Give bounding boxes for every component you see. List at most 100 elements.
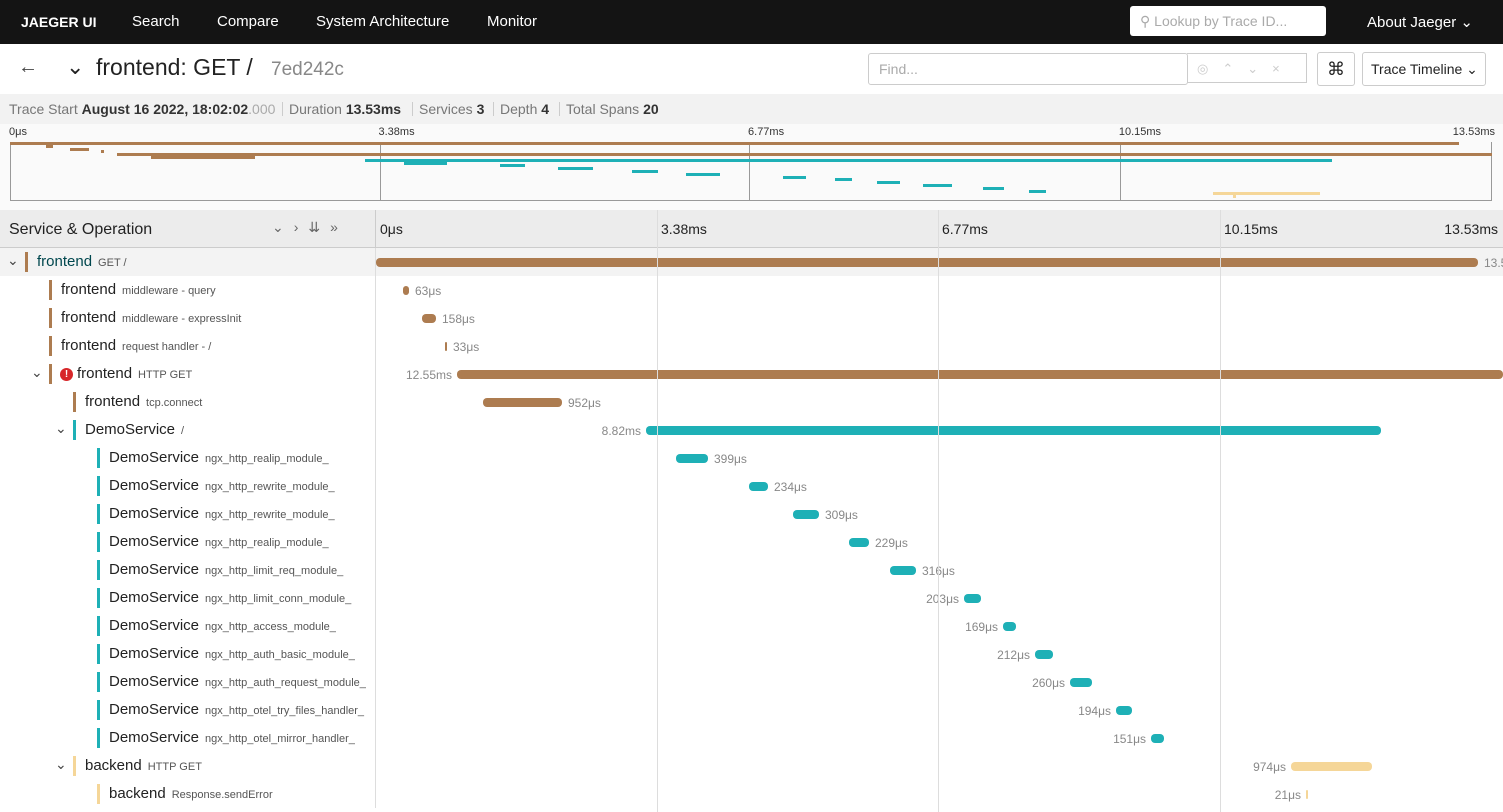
operation-name: ngx_http_rewrite_module_	[205, 509, 335, 521]
expand-controls[interactable]: ⌄›⇊»	[272, 219, 348, 235]
span-label: frontend tcp.connect	[85, 393, 202, 410]
duration-label: 309μs	[825, 508, 858, 522]
span-name-cell: frontend middleware - expressInit	[0, 304, 376, 332]
about-label: About Jaeger	[1367, 14, 1457, 31]
collapse-toggle[interactable]: ⌄	[66, 54, 85, 79]
span-bar[interactable]	[1151, 734, 1164, 743]
span-bar[interactable]	[646, 426, 1381, 435]
span-row[interactable]: DemoService ngx_http_rewrite_module_ 234μs	[0, 472, 1503, 500]
span-bar[interactable]	[1070, 678, 1092, 687]
span-row[interactable]: ⌄! frontend HTTP GET 12.55ms	[0, 360, 1503, 388]
separator	[282, 102, 283, 116]
duration-label: 8.82ms	[601, 424, 641, 438]
minimap-tick-label: 0μs	[9, 126, 27, 138]
span-label: DemoService ngx_http_realip_module_	[109, 449, 329, 466]
minimap-tick-label: 3.38ms	[378, 126, 415, 138]
span-row[interactable]: DemoService ngx_http_otel_try_files_handl…	[0, 696, 1503, 724]
find-input[interactable]: Find...	[868, 53, 1188, 85]
operation-name: ngx_http_realip_module_	[205, 537, 329, 549]
service-color	[97, 504, 100, 524]
toggle[interactable]: ⌄	[55, 756, 67, 772]
nav-item[interactable]: Search	[132, 13, 180, 30]
span-row[interactable]: DemoService ngx_http_realip_module_ 229μs	[0, 528, 1503, 556]
span-row[interactable]: backend Response.sendError 21μs	[0, 780, 1503, 808]
toggle[interactable]: ⌄	[55, 420, 67, 436]
info-label: Depth	[500, 101, 538, 117]
span-bar[interactable]	[749, 482, 768, 491]
span-label: DemoService ngx_http_rewrite_module_	[109, 477, 335, 494]
find-controls[interactable]: ◎⌃⌄×	[1187, 53, 1307, 83]
operation-name: ngx_http_realip_module_	[205, 453, 329, 465]
shortcuts-button[interactable]: ⌘	[1317, 52, 1355, 86]
service-color	[97, 476, 100, 496]
service-color	[97, 616, 100, 636]
span-bar[interactable]	[1035, 650, 1053, 659]
span-bar[interactable]	[376, 258, 1478, 267]
span-row[interactable]: DemoService ngx_http_rewrite_module_ 309μs	[0, 500, 1503, 528]
span-row[interactable]: ⌄ backend HTTP GET 974μs	[0, 752, 1503, 780]
minimap-span	[834, 178, 852, 182]
about-menu[interactable]: About Jaeger ⌄	[1367, 14, 1473, 31]
service-name: DemoService	[109, 729, 200, 746]
span-bar[interactable]	[483, 398, 562, 407]
toggle[interactable]: ⌄	[7, 252, 19, 268]
service-name: DemoService	[109, 533, 200, 550]
service-name: backend	[85, 757, 142, 774]
span-bar[interactable]	[403, 286, 409, 295]
trace-lookup[interactable]: ⚲ Lookup by Trace ID...	[1130, 6, 1326, 36]
span-row[interactable]: frontend middleware - query 63μs	[0, 276, 1503, 304]
span-row[interactable]: DemoService ngx_http_access_module_ 169μs	[0, 612, 1503, 640]
view-select[interactable]: Trace Timeline ⌄	[1362, 52, 1486, 86]
span-bar[interactable]	[964, 594, 981, 603]
span-label: DemoService ngx_http_auth_basic_module_	[109, 645, 355, 662]
span-name-cell: ⌄ frontend GET /	[0, 248, 376, 276]
span-row[interactable]: DemoService ngx_http_otel_mirror_handler_…	[0, 724, 1503, 752]
error-icon: !	[60, 368, 73, 381]
nav-item[interactable]: Compare	[217, 13, 279, 30]
span-bar[interactable]	[890, 566, 916, 575]
span-label: DemoService ngx_http_limit_conn_module_	[109, 589, 351, 606]
operation-name: GET /	[98, 257, 127, 269]
info-value: August 16 2022, 18:02:02	[81, 101, 249, 117]
service-name: frontend	[61, 337, 117, 354]
nav-item[interactable]: System Architecture	[316, 13, 450, 30]
span-label: DemoService ngx_http_access_module_	[109, 617, 336, 634]
minimap-span	[100, 150, 104, 154]
span-label: frontend HTTP GET	[77, 365, 192, 382]
span-row[interactable]: DemoService ngx_http_realip_module_ 399μs	[0, 444, 1503, 472]
span-row[interactable]: ⌄ DemoService / 8.82ms	[0, 416, 1503, 444]
toggle[interactable]: ⌄	[31, 364, 43, 380]
minimap-span	[116, 153, 1492, 157]
info-field: Duration 13.53ms	[289, 94, 401, 124]
nav-item[interactable]: Monitor	[487, 13, 538, 30]
span-row[interactable]: ⌄ frontend GET / 13.53ms	[0, 248, 1503, 276]
span-bar[interactable]	[849, 538, 869, 547]
span-bar[interactable]	[422, 314, 436, 323]
span-bar[interactable]	[1306, 790, 1308, 799]
operation-name: ngx_http_otel_mirror_handler_	[205, 733, 355, 745]
span-row[interactable]: DemoServicengx_http_limit_req_module_316…	[0, 556, 1503, 584]
span-row[interactable]: DemoService ngx_http_limit_conn_module_ 20…	[0, 584, 1503, 612]
duration-label: 63μs	[415, 284, 442, 298]
minimap-span	[631, 170, 659, 173]
minimap-span	[685, 172, 721, 176]
span-bar[interactable]	[1116, 706, 1132, 715]
span-bar[interactable]	[1003, 622, 1016, 631]
span-row[interactable]: frontend request handler - / 33μs	[0, 332, 1503, 360]
span-bar[interactable]	[676, 454, 708, 463]
span-row[interactable]: frontend tcp.connect 952μs	[0, 388, 1503, 416]
span-bar[interactable]	[793, 510, 819, 519]
minimap-span	[404, 161, 447, 165]
span-bar[interactable]	[1291, 762, 1372, 771]
back-button[interactable]: ←	[18, 56, 38, 78]
brand[interactable]: JAEGER UI	[21, 14, 97, 30]
span-bar[interactable]	[445, 342, 447, 351]
duration-label: 260μs	[1032, 676, 1065, 690]
lookup-placeholder: Lookup by Trace ID...	[1154, 13, 1288, 29]
span-bar[interactable]	[457, 370, 1503, 379]
span-row[interactable]: frontend middleware - expressInit 158μs	[0, 304, 1503, 332]
span-label: DemoService ngx_http_rewrite_module_	[109, 505, 335, 522]
span-row[interactable]: DemoService ngx_http_auth_basic_module_ 21…	[0, 640, 1503, 668]
span-label: DemoService ngx_http_otel_try_files_handl…	[109, 701, 364, 718]
span-row[interactable]: DemoService ngx_http_auth_request_module_…	[0, 668, 1503, 696]
